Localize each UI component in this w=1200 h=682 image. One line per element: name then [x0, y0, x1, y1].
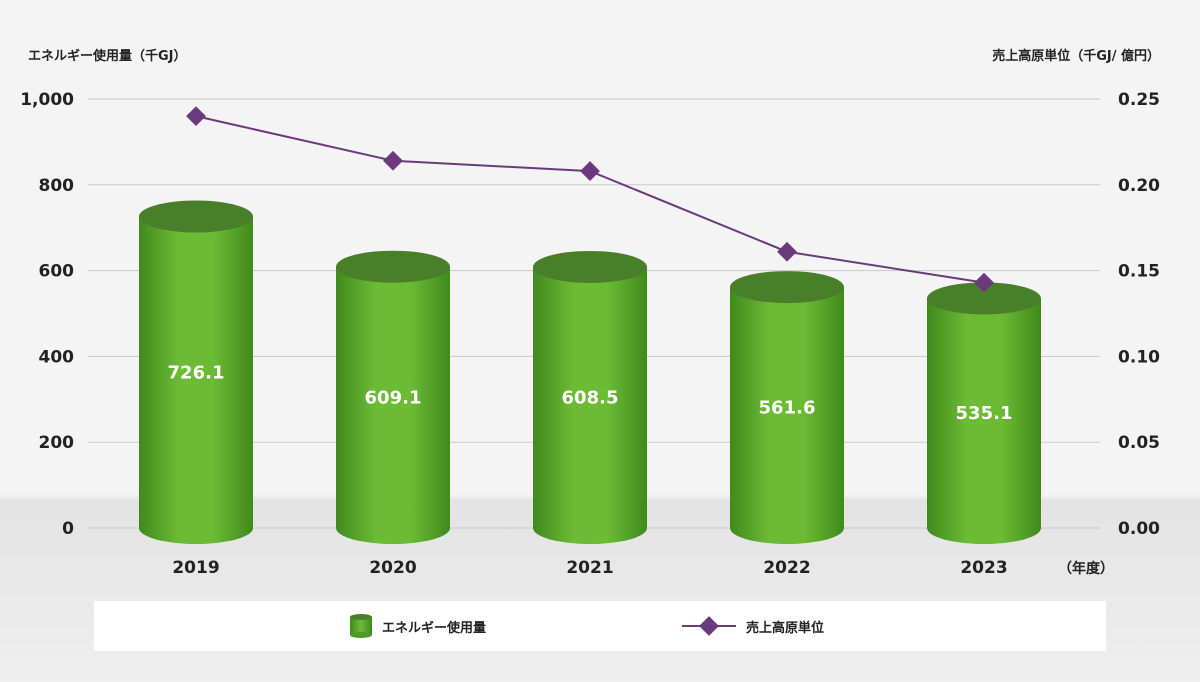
right-axis-ticks: 0.00 0.05 0.10 0.15 0.20 0.25 [1118, 90, 1160, 539]
category-labels: 2019 2020 2021 2022 2023 [172, 558, 1007, 578]
category-label: 2019 [172, 558, 219, 578]
right-tick-label: 0.15 [1118, 262, 1160, 282]
bar-value-label: 726.1 [168, 362, 225, 383]
legend-item-line: 売上高原単位 [682, 601, 824, 651]
line-marker [580, 161, 600, 181]
category-label: 2020 [369, 558, 416, 578]
left-axis-ticks: 0 200 400 600 800 1,000 [20, 90, 74, 539]
bar: 726.1 [139, 200, 253, 544]
bar-top [139, 200, 253, 233]
left-tick-label: 200 [39, 433, 75, 453]
bar-body [139, 216, 253, 544]
bar-body [533, 266, 647, 544]
left-tick-label: 0 [62, 519, 74, 539]
bar-value-label: 561.6 [759, 398, 816, 419]
right-tick-label: 0.10 [1118, 347, 1160, 367]
bar-series: 726.1 609.1 608.5 561.6 535.1 [139, 200, 1041, 544]
x-unit-label: （年度） [1058, 560, 1114, 577]
right-axis-title: 売上高原単位（千GJ/ 億円） [992, 48, 1160, 64]
bar: 535.1 [927, 282, 1041, 544]
bar: 609.1 [336, 250, 450, 544]
chart: エネルギー使用量（千GJ） 売上高原単位（千GJ/ 億円） 0 200 400 600… [20, 48, 1160, 578]
left-tick-label: 1,000 [20, 90, 74, 110]
right-tick-label: 0.20 [1118, 176, 1160, 196]
legend-diamond-line-icon [682, 616, 736, 636]
bar-body [336, 266, 450, 544]
right-tick-label: 0.05 [1118, 433, 1160, 453]
bar-top [927, 282, 1041, 315]
left-tick-label: 400 [39, 347, 75, 367]
legend-item-bar: エネルギー使用量 [348, 601, 486, 651]
line-marker [777, 241, 797, 262]
bar-top [533, 250, 647, 283]
line-marker [974, 272, 994, 293]
line-marker [383, 150, 403, 171]
bar-body [730, 287, 844, 544]
bar: 608.5 [533, 250, 647, 544]
category-label: 2023 [960, 558, 1007, 578]
category-label: 2022 [763, 558, 810, 578]
bar-top [730, 271, 844, 304]
right-tick-label: 0.00 [1118, 519, 1160, 539]
bar-body [927, 298, 1041, 544]
right-tick-label: 0.25 [1118, 90, 1160, 110]
left-axis-title: エネルギー使用量（千GJ） [28, 48, 187, 64]
bar-value-label: 609.1 [365, 387, 422, 408]
left-tick-label: 800 [39, 176, 75, 196]
bar: 561.6 [730, 271, 844, 544]
bar-value-label: 535.1 [956, 403, 1013, 424]
bar-value-label: 608.5 [562, 387, 619, 408]
line-marker [186, 106, 206, 127]
legend-label-line: 売上高原単位 [746, 620, 825, 636]
legend-cylinder-icon [350, 614, 372, 638]
category-label: 2021 [566, 558, 613, 578]
legend: エネルギー使用量 売上高原単位 [94, 601, 1106, 651]
left-tick-label: 600 [39, 262, 75, 282]
legend-label-bar: エネルギー使用量 [382, 620, 487, 636]
bar-top [336, 250, 450, 283]
